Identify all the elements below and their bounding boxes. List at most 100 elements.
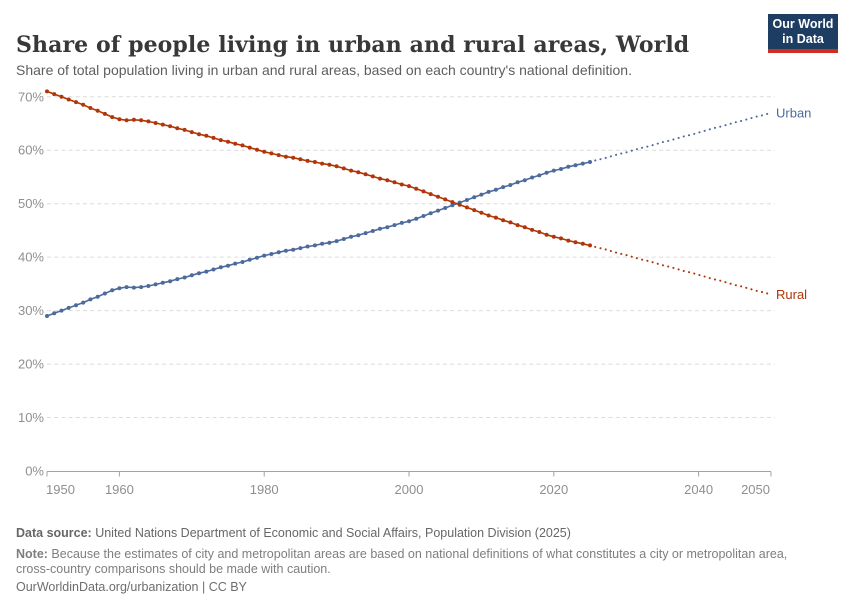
urban-point xyxy=(131,285,136,290)
rural-point xyxy=(559,236,563,241)
urban-point xyxy=(580,161,585,166)
rural-point xyxy=(175,126,180,131)
urban-point xyxy=(262,253,267,258)
rural-point xyxy=(124,118,129,123)
rural-point xyxy=(189,130,194,135)
urban-projection-line[interactable] xyxy=(589,111,772,163)
rural-point xyxy=(247,145,252,150)
y-tick-label-70: 70% xyxy=(18,89,44,104)
owid-logo[interactable]: Our World in Data xyxy=(768,14,838,53)
chart-subtitle: Share of total population living in urba… xyxy=(16,62,632,78)
urban-point xyxy=(530,175,535,180)
rural-point xyxy=(226,139,230,144)
rural-point xyxy=(515,223,520,228)
rural-point xyxy=(493,215,498,220)
data-source-label: Data source: xyxy=(16,525,92,540)
citation-line[interactable]: OurWorldinData.org/urbanization | CC BY xyxy=(16,579,247,594)
urban-point xyxy=(139,285,144,290)
rural-series-label[interactable]: Rural xyxy=(776,287,807,302)
rural-projection-line[interactable] xyxy=(589,244,772,296)
urban-point xyxy=(356,233,361,238)
y-tick-label-30: 30% xyxy=(18,303,44,318)
urban-point xyxy=(240,260,245,264)
rural-point xyxy=(204,133,209,138)
y-tick-label-40: 40% xyxy=(18,250,44,265)
urban-point xyxy=(117,286,122,291)
rural-point xyxy=(566,238,571,243)
rural-point xyxy=(276,153,281,158)
urban-point xyxy=(189,273,194,278)
rural-point xyxy=(312,160,317,164)
note-text: Because the estimates of city and metrop… xyxy=(16,546,788,577)
rural-point xyxy=(464,205,469,210)
urban-point xyxy=(515,180,520,185)
urban-point xyxy=(197,271,201,276)
urban-point xyxy=(305,244,310,249)
data-source-line: Data source: United Nations Department o… xyxy=(16,526,571,540)
rural-line[interactable] xyxy=(46,90,591,247)
urban-point xyxy=(175,277,180,282)
page-title: Share of people living in urban and rura… xyxy=(16,31,690,58)
urban-point xyxy=(153,282,158,287)
urban-point xyxy=(255,255,259,260)
rural-point xyxy=(102,111,107,116)
rural-point xyxy=(110,115,115,120)
rural-point xyxy=(508,220,513,225)
rural-point xyxy=(385,178,390,183)
rural-point xyxy=(168,124,173,129)
y-tick-label-20: 20% xyxy=(18,357,44,372)
rural-point xyxy=(472,208,477,213)
rural-point xyxy=(428,192,433,197)
rural-point xyxy=(414,186,419,191)
rural-point xyxy=(573,240,578,245)
urban-point xyxy=(211,267,216,272)
urban-point xyxy=(436,208,440,213)
urban-point xyxy=(493,187,498,192)
urban-point xyxy=(464,198,469,202)
urban-point xyxy=(363,231,368,236)
urban-point xyxy=(370,229,375,233)
urban-point xyxy=(168,279,173,284)
rural-point xyxy=(153,121,158,125)
urban-line[interactable] xyxy=(46,161,591,317)
y-tick-label-50: 50% xyxy=(18,196,44,211)
rural-point xyxy=(544,232,549,237)
urban-point xyxy=(146,284,151,288)
x-tick-label-1960: 1960 xyxy=(105,482,134,497)
rural-point xyxy=(421,189,426,194)
rural-point xyxy=(370,174,375,179)
rural-point xyxy=(378,176,382,181)
rural-point xyxy=(117,117,122,122)
urban-point xyxy=(566,164,571,169)
rural-point xyxy=(457,202,462,207)
rural-point xyxy=(341,166,346,171)
urban-point xyxy=(81,300,86,305)
urban-point xyxy=(399,220,404,225)
urban-point xyxy=(320,241,325,246)
urban-point xyxy=(407,219,411,224)
rural-point xyxy=(74,100,78,105)
rural-point xyxy=(197,132,201,137)
urban-point xyxy=(472,195,477,200)
urban-point xyxy=(486,189,491,194)
urban-point xyxy=(298,246,303,251)
x-tick-label-2040: 2040 xyxy=(684,482,713,497)
urban-point xyxy=(508,183,513,187)
rural-point xyxy=(327,162,332,167)
urban-point xyxy=(559,167,563,171)
urban-series-label[interactable]: Urban xyxy=(776,105,811,120)
urban-point xyxy=(218,265,223,270)
urban-point xyxy=(479,192,484,197)
urban-point xyxy=(327,240,332,245)
y-tick-label-0: 0% xyxy=(25,464,44,479)
rural-point xyxy=(363,172,368,177)
urban-point xyxy=(276,250,281,255)
urban-point xyxy=(450,203,455,208)
rural-point xyxy=(131,117,136,122)
urban-point xyxy=(522,178,527,183)
urban-point xyxy=(349,234,354,239)
rural-point xyxy=(218,138,223,143)
rural-point xyxy=(407,184,411,189)
urban-point xyxy=(428,211,433,216)
rural-point xyxy=(320,161,325,166)
